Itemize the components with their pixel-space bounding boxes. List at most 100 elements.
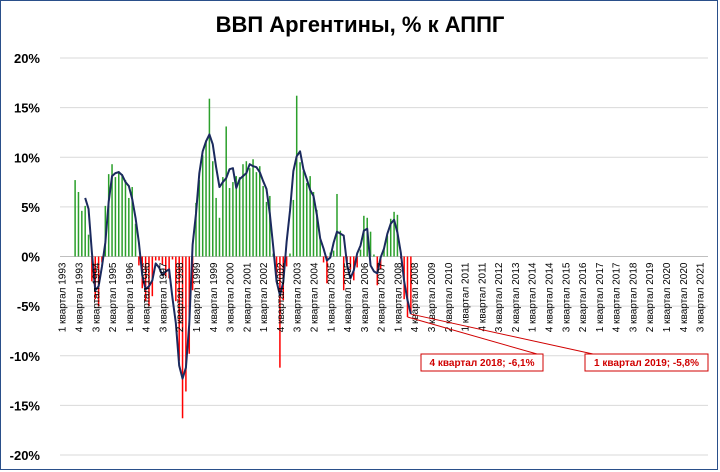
bar xyxy=(178,256,180,361)
x-tick-label: 2 квартал 2004 xyxy=(309,262,320,332)
x-tick-label: 2 квартал 2013 xyxy=(511,262,522,332)
bar xyxy=(289,253,291,257)
y-tick-label: 15% xyxy=(14,101,40,116)
bar xyxy=(175,256,177,302)
bar xyxy=(165,256,167,277)
bar xyxy=(232,182,234,257)
x-tick-label: 2 квартал 2007 xyxy=(377,262,388,332)
bar xyxy=(205,140,207,257)
x-tick-label: 2 квартал 1998 xyxy=(175,262,186,332)
x-tick-label: 4 квартал 2011 xyxy=(477,262,488,331)
bar xyxy=(275,256,278,283)
bar xyxy=(406,256,409,318)
bar xyxy=(379,256,382,270)
x-tick-label: 2 квартал 2019 xyxy=(645,262,656,332)
x-tick-label: 1 квартал 1999 xyxy=(192,262,203,332)
bar xyxy=(292,199,295,257)
bar xyxy=(144,256,147,302)
bar xyxy=(128,197,130,257)
bar xyxy=(87,234,90,257)
bar xyxy=(312,191,315,257)
x-tick-label: 2 квартал 1995 xyxy=(108,262,119,332)
bar xyxy=(322,256,325,263)
bar xyxy=(332,250,335,257)
x-tick-label: 2 квартал 2016 xyxy=(578,262,589,332)
x-tick-label: 4 квартал 2017 xyxy=(612,262,623,332)
y-tick-label: 10% xyxy=(14,150,40,165)
callout-box xyxy=(584,353,709,372)
x-tick-label: 4 квартал 1999 xyxy=(209,262,220,332)
bar xyxy=(252,159,254,257)
callout-leader xyxy=(410,313,594,355)
bar xyxy=(111,164,113,257)
bar xyxy=(262,186,264,257)
x-tick-label: 3 квартал 1994 xyxy=(91,262,102,332)
bar xyxy=(148,256,150,307)
callout-leader xyxy=(407,316,538,355)
bar xyxy=(171,256,174,260)
bar xyxy=(306,183,308,257)
bar xyxy=(107,174,110,257)
y-tick-label: 5% xyxy=(21,200,40,215)
x-tick-label: 3 квартал 2015 xyxy=(561,262,572,332)
bar xyxy=(74,180,76,257)
bar xyxy=(326,256,328,284)
callout-label: 1 квартал 2019; -5,8% xyxy=(594,358,699,369)
bar xyxy=(279,256,281,368)
bar xyxy=(316,209,318,257)
bar xyxy=(195,202,197,257)
bar xyxy=(84,205,86,257)
y-tick-label: -5% xyxy=(17,299,41,314)
bar xyxy=(138,256,140,266)
bar xyxy=(265,201,268,257)
bar xyxy=(134,223,137,257)
bar xyxy=(295,95,298,257)
x-tick-label: 3 квартал 1997 xyxy=(158,262,169,332)
bar xyxy=(212,161,214,257)
x-tick-label: 3 квартал 2006 xyxy=(360,262,371,332)
bar xyxy=(259,166,261,257)
bar xyxy=(131,187,133,257)
bar xyxy=(309,176,311,257)
x-tick-label: 2 квартал 2001 xyxy=(242,262,253,332)
x-tick-label: 3 квартал 2009 xyxy=(427,262,438,332)
x-tick-label: 1 квартал 2014 xyxy=(528,262,539,332)
bar xyxy=(389,218,392,257)
bar xyxy=(302,171,305,257)
x-axis: 1 квартал 1993 4 квартал 1993 3 квартал 19… xyxy=(58,262,707,332)
bar xyxy=(235,176,238,257)
bar xyxy=(198,180,201,257)
bar xyxy=(91,256,93,282)
bar xyxy=(218,217,221,257)
callouts: 4 квартал 2018; -6,1% 1 квартал 2019; -5,… xyxy=(407,313,709,372)
line-series xyxy=(84,133,412,380)
bar xyxy=(124,180,127,257)
bar xyxy=(228,188,231,257)
y-axis: 20% 15% 10% 5% 0% -5% -10% -15% -20% xyxy=(10,51,41,463)
y-tick-label: -20% xyxy=(10,448,41,463)
x-tick-label: 1 квартал 2008 xyxy=(393,262,404,332)
bar xyxy=(191,256,194,291)
bar xyxy=(255,172,258,257)
bar xyxy=(342,256,345,291)
bar xyxy=(208,98,211,257)
bar xyxy=(118,171,120,257)
bar xyxy=(215,197,217,257)
moving-average-line xyxy=(84,133,412,380)
x-tick-label: 3 квартал 2000 xyxy=(226,262,237,332)
bar xyxy=(94,256,97,300)
bar xyxy=(222,177,224,257)
chart-title: ВВП Аргентины, % к АППГ xyxy=(215,12,505,37)
x-tick-label: 2 квартал 2010 xyxy=(444,262,455,332)
bar xyxy=(238,177,241,257)
bar xyxy=(383,248,385,257)
x-tick-label: 1 квартал 2005 xyxy=(326,262,337,332)
bar xyxy=(248,168,251,257)
bar xyxy=(225,126,227,257)
x-tick-label: 1 квартал 1996 xyxy=(125,262,136,332)
x-tick-label: 4 квартал 2008 xyxy=(410,262,421,332)
bar xyxy=(299,162,301,257)
x-tick-label: 3 квартал 2012 xyxy=(494,262,505,332)
x-tick-label: 1 квартал 2020 xyxy=(662,262,673,332)
bar xyxy=(319,239,321,257)
